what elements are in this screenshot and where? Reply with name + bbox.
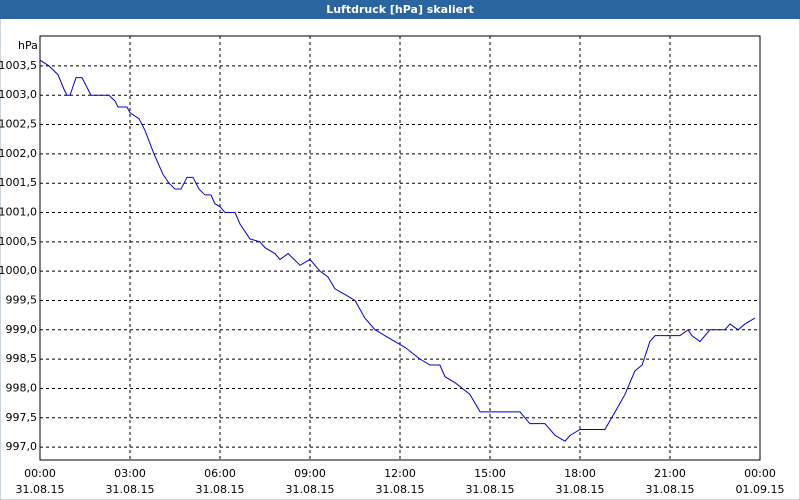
x-tick-date: 31.08.15 xyxy=(466,483,515,496)
x-tick-date: 31.08.15 xyxy=(556,483,605,496)
chart-title: Luftdruck [hPa] skaliert xyxy=(326,3,474,16)
x-tick-label: 03:00 xyxy=(114,467,146,480)
x-tick-date: 01.09.15 xyxy=(736,483,785,496)
y-axis-label: hPa xyxy=(18,39,38,52)
pressure-line xyxy=(39,59,756,442)
x-tick-label: 18:00 xyxy=(564,467,596,480)
y-tick-label: 1001,0 xyxy=(0,206,37,219)
x-tick-label: 09:00 xyxy=(294,467,326,480)
y-tick-label: 1002,0 xyxy=(0,147,37,160)
y-tick-label: 1000,0 xyxy=(0,264,37,277)
x-tick-label: 15:00 xyxy=(474,467,506,480)
y-tick-label: 1003,0 xyxy=(0,88,37,101)
y-tick-label: 999,0 xyxy=(6,323,38,336)
y-tick-label: 998,5 xyxy=(6,352,38,365)
title-bar xyxy=(0,0,800,19)
x-tick-label: 12:00 xyxy=(384,467,416,480)
x-tick-date: 31.08.15 xyxy=(286,483,335,496)
y-tick-label: 997,5 xyxy=(6,411,38,424)
x-tick-label: 21:00 xyxy=(654,467,686,480)
y-tick-label: 1003,5 xyxy=(0,59,37,72)
x-tick-label: 00:00 xyxy=(24,467,56,480)
x-tick-date: 31.08.15 xyxy=(106,483,155,496)
x-tick-date: 31.08.15 xyxy=(376,483,425,496)
x-tick-label: 00:00 xyxy=(744,467,776,480)
y-tick-label: 998,0 xyxy=(6,381,38,394)
y-tick-label: 999,5 xyxy=(6,293,38,306)
x-tick-label: 06:00 xyxy=(204,467,236,480)
x-tick-date: 31.08.15 xyxy=(16,483,65,496)
x-tick-date: 31.08.15 xyxy=(646,483,695,496)
y-tick-label: 997,0 xyxy=(6,440,38,453)
y-tick-label: 1001,5 xyxy=(0,176,37,189)
y-tick-label: 1002,5 xyxy=(0,118,37,131)
y-tick-label: 1000,5 xyxy=(0,235,37,248)
x-tick-date: 31.08.15 xyxy=(196,483,245,496)
